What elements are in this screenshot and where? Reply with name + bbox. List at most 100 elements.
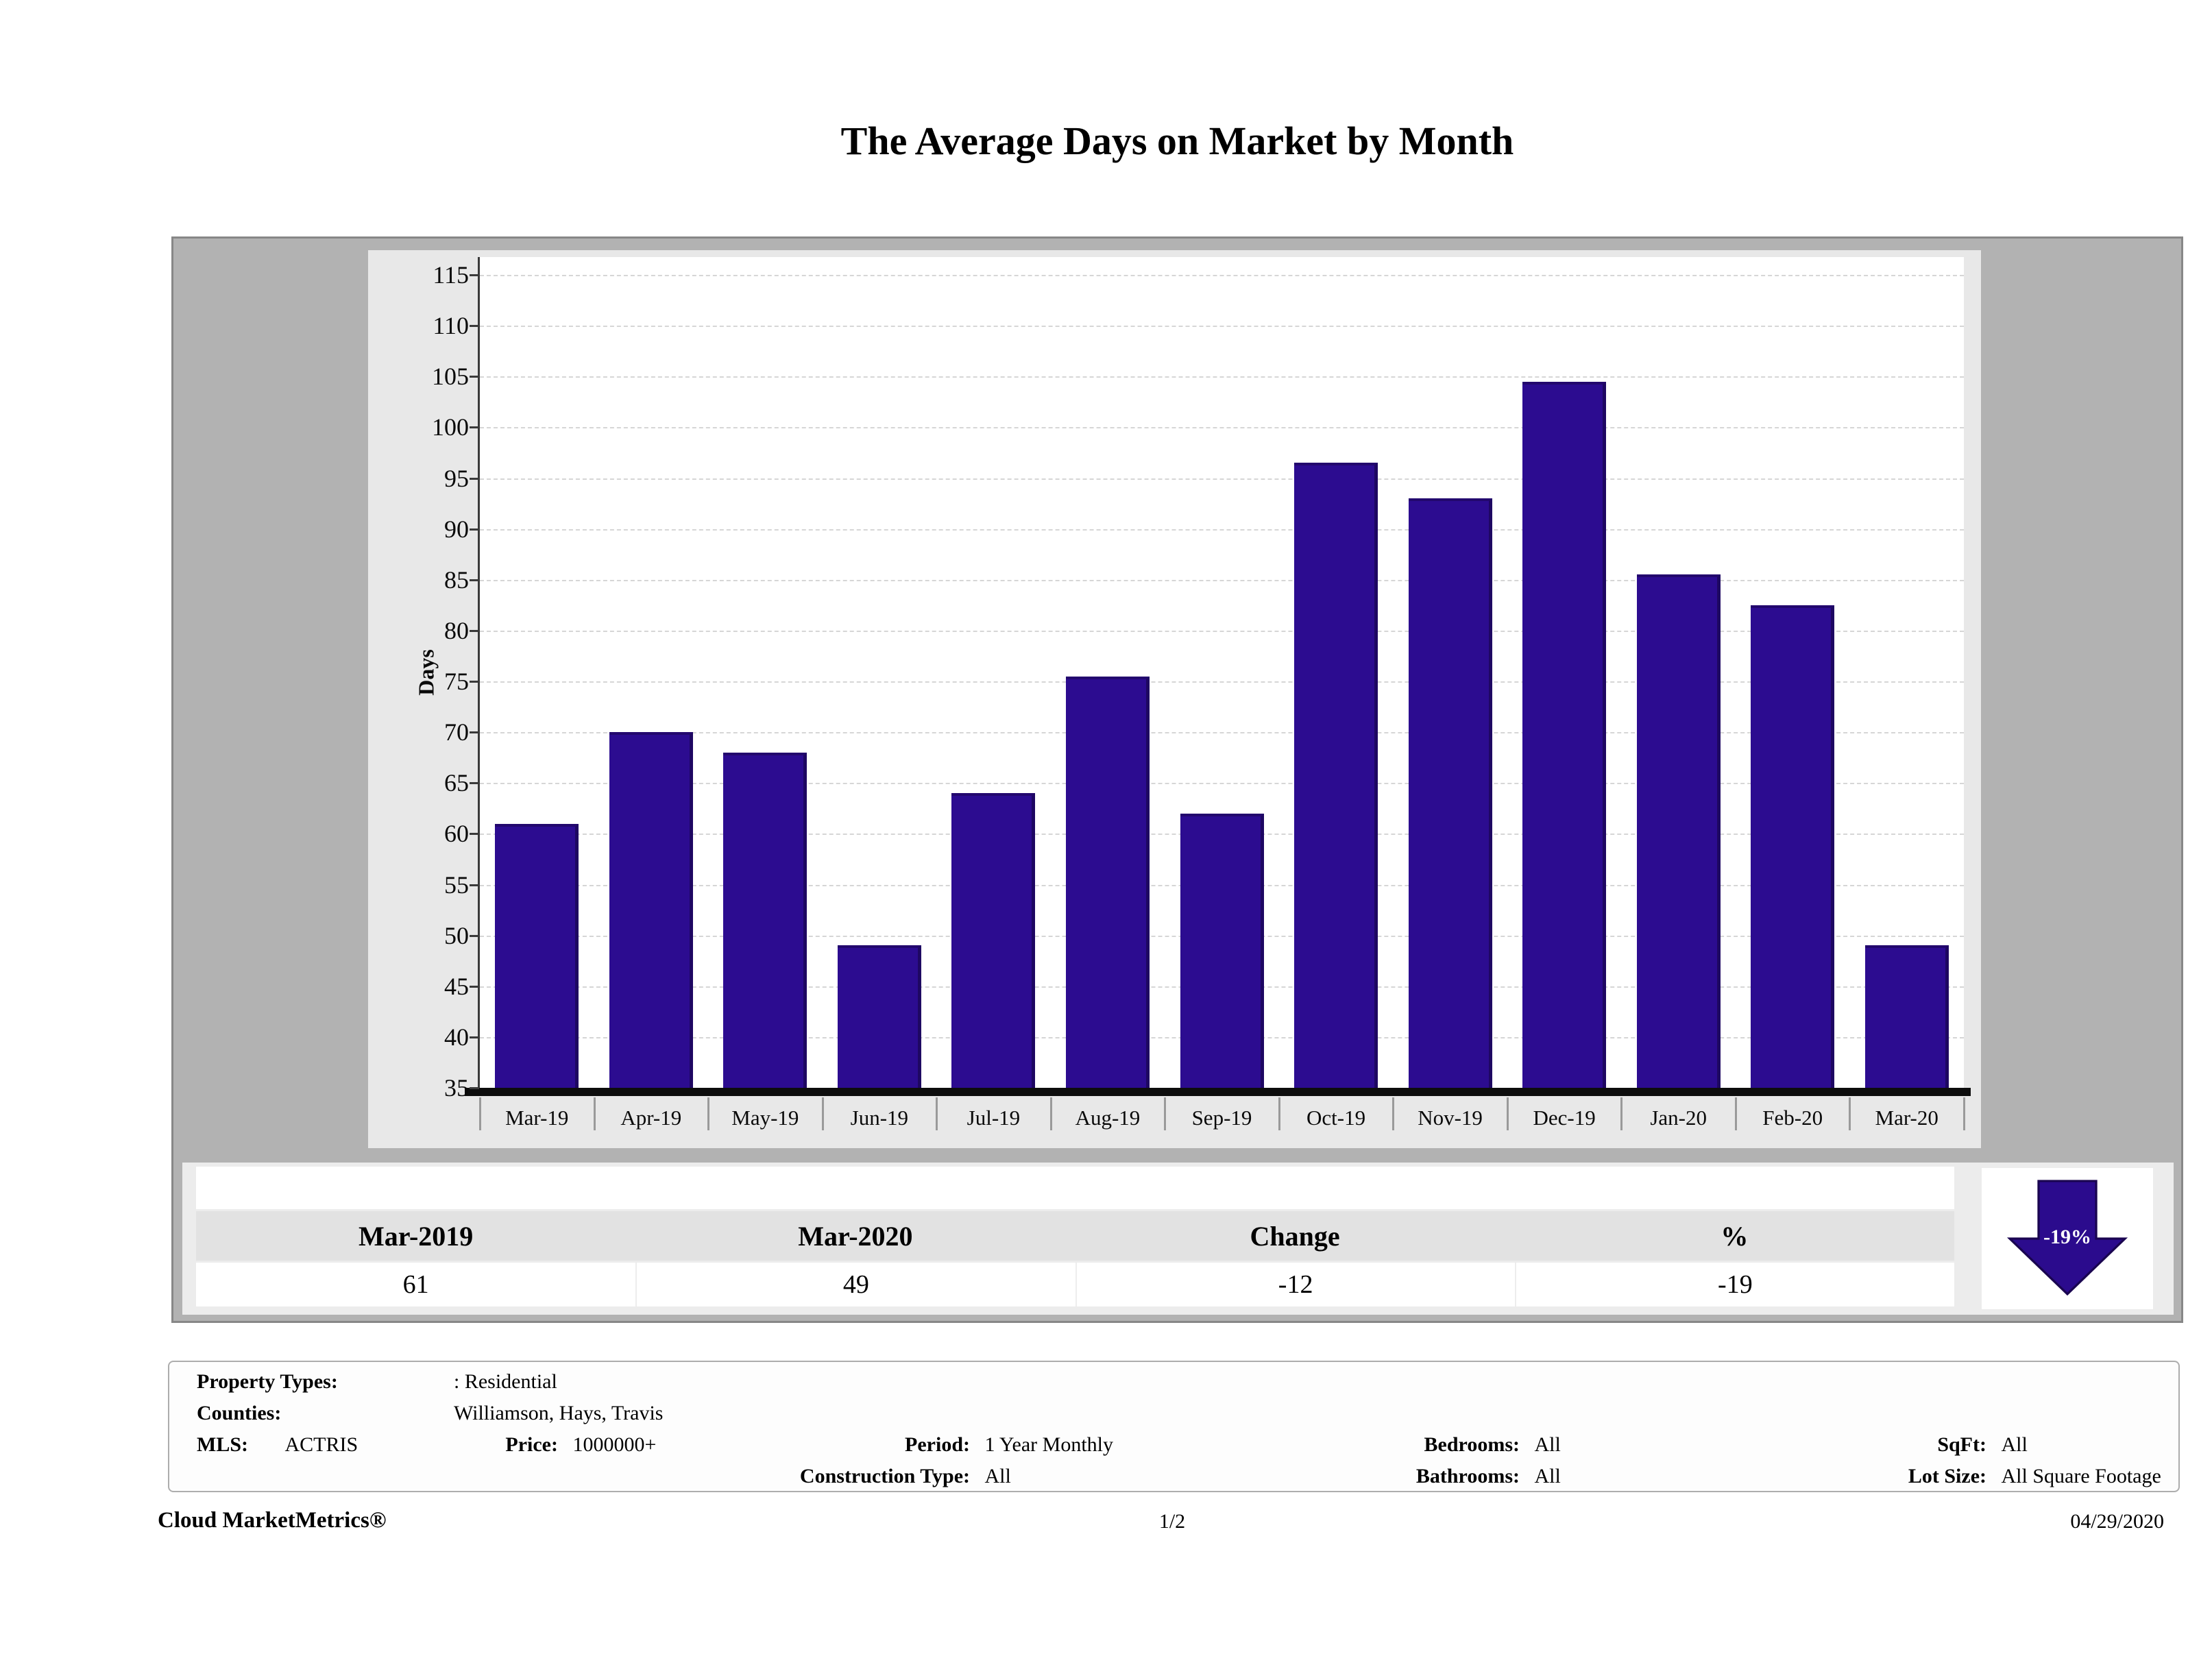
y-tick-label: 100 bbox=[432, 413, 469, 441]
filters-box: Property Types: : Residential Counties: … bbox=[168, 1361, 2180, 1492]
x-axis-label: May-19 bbox=[731, 1106, 799, 1130]
y-tick-label: 105 bbox=[432, 363, 469, 391]
gridline bbox=[480, 732, 1964, 734]
bar bbox=[1864, 945, 1949, 1088]
change-badge-label: -19% bbox=[2043, 1226, 2091, 1248]
x-axis-label: Nov-19 bbox=[1418, 1106, 1483, 1130]
bar bbox=[1751, 605, 1835, 1088]
y-tick-mark bbox=[470, 1087, 479, 1089]
y-tick-mark bbox=[470, 325, 479, 328]
bar bbox=[609, 732, 693, 1088]
summary-value-cell: 49 bbox=[635, 1263, 1075, 1306]
filter-mls: MLS: ACTRIS bbox=[197, 1433, 358, 1456]
bar bbox=[1180, 813, 1264, 1088]
y-tick-mark bbox=[470, 833, 479, 836]
summary-value-cell: -12 bbox=[1075, 1263, 1515, 1306]
summary-value-cell: 61 bbox=[402, 1270, 429, 1299]
bar bbox=[495, 823, 579, 1088]
filter-property-types-value: : Residential bbox=[454, 1370, 557, 1393]
x-axis-separator bbox=[707, 1097, 710, 1130]
y-tick-label: 85 bbox=[444, 566, 469, 594]
footer-date: 04/29/2020 bbox=[2070, 1510, 2164, 1533]
bar bbox=[951, 793, 1036, 1088]
gridline bbox=[480, 681, 1964, 683]
y-tick-label: 45 bbox=[444, 972, 469, 1000]
x-axis-separator bbox=[593, 1097, 596, 1130]
chart-panel: Days 35 40 45 50 55 60 65 70 75 80 85 90 95 100 105 110… bbox=[368, 250, 1981, 1148]
footer-page-number: 1/2 bbox=[1158, 1510, 1186, 1533]
bar bbox=[1294, 463, 1378, 1088]
x-axis-label: Jun-19 bbox=[850, 1106, 909, 1130]
y-tick-mark bbox=[470, 985, 479, 988]
y-tick-mark bbox=[470, 477, 479, 480]
bar bbox=[1408, 498, 1492, 1088]
y-tick-mark bbox=[470, 579, 479, 581]
filter-property-types: Property Types: bbox=[197, 1370, 338, 1394]
bar bbox=[1636, 574, 1721, 1088]
plot-area bbox=[478, 257, 1964, 1097]
filter-period: Period: 1 Year Monthly bbox=[905, 1433, 1114, 1456]
summary-value-cell: -19 bbox=[1514, 1263, 1954, 1306]
gridline bbox=[480, 579, 1964, 581]
y-tick-label: 55 bbox=[444, 871, 469, 899]
gridline bbox=[480, 478, 1964, 480]
filter-counties: Counties: bbox=[197, 1402, 282, 1424]
summary-header-row: Mar-2019 Mar-2020 Change% bbox=[196, 1211, 1954, 1261]
y-tick-label: 40 bbox=[444, 1023, 469, 1051]
y-tick-mark bbox=[470, 884, 479, 886]
gridline bbox=[480, 528, 1964, 531]
summary-header-cell: Change bbox=[1250, 1220, 1340, 1252]
bar bbox=[1065, 676, 1150, 1088]
down-arrow-icon bbox=[2006, 1180, 2128, 1296]
x-axis-separator bbox=[1392, 1097, 1395, 1130]
y-tick-label: 90 bbox=[444, 515, 469, 543]
y-tick-mark bbox=[470, 1036, 479, 1038]
x-axis-label: Aug-19 bbox=[1075, 1106, 1141, 1130]
x-axis-baseline bbox=[465, 1088, 1971, 1096]
filter-bathrooms: Bathrooms: All bbox=[1415, 1465, 1561, 1487]
x-axis-label: Jul-19 bbox=[967, 1106, 1021, 1130]
y-tick-label: 110 bbox=[433, 312, 469, 340]
y-tick-mark bbox=[470, 528, 479, 531]
y-tick-label: 35 bbox=[444, 1074, 469, 1102]
x-axis-label: Feb-20 bbox=[1762, 1106, 1823, 1130]
x-axis-label: Jan-20 bbox=[1650, 1106, 1707, 1130]
gridline bbox=[480, 326, 1964, 328]
x-axis-separator bbox=[1049, 1097, 1052, 1130]
gridline bbox=[480, 427, 1964, 429]
x-axis-separator bbox=[1620, 1097, 1623, 1130]
y-tick-label: 115 bbox=[433, 261, 469, 289]
summary-panel: Mar-2019 Mar-2020 Change% 61 49 -12 -19 -19% bbox=[182, 1163, 2174, 1315]
x-axis-separator bbox=[1963, 1097, 1965, 1130]
x-axis-separator bbox=[1734, 1097, 1737, 1130]
x-axis-separator bbox=[1849, 1097, 1851, 1130]
x-axis-label: Mar-20 bbox=[1875, 1106, 1938, 1130]
change-badge: -19% bbox=[1982, 1168, 2153, 1309]
x-axis-separator bbox=[821, 1097, 824, 1130]
summary-header-cell: % bbox=[1721, 1220, 1749, 1252]
summary-header-cell: Mar-2019 bbox=[358, 1220, 474, 1252]
y-tick-label: 50 bbox=[444, 921, 469, 949]
filter-construction-type: Construction Type: All bbox=[799, 1465, 1011, 1487]
bar bbox=[1522, 381, 1607, 1088]
filter-sqft: SqFt: All bbox=[1937, 1433, 2028, 1456]
x-axis-label: Sep-19 bbox=[1191, 1106, 1252, 1130]
y-tick-label: 70 bbox=[444, 718, 469, 746]
y-tick-label: 95 bbox=[444, 464, 469, 492]
gridline bbox=[480, 783, 1964, 785]
y-tick-mark bbox=[470, 426, 479, 429]
gridline bbox=[480, 275, 1964, 276]
y-tick-mark bbox=[470, 376, 479, 378]
y-tick-mark bbox=[470, 629, 479, 632]
x-axis-label: Oct-19 bbox=[1306, 1106, 1366, 1130]
x-axis-separator bbox=[479, 1097, 481, 1130]
filter-counties-value: Williamson, Hays, Travis bbox=[454, 1402, 664, 1424]
bar bbox=[837, 945, 921, 1088]
summary-row-blank bbox=[196, 1167, 1954, 1209]
chart-container: Days 35 40 45 50 55 60 65 70 75 80 85 90 95 100 105 110… bbox=[171, 236, 2183, 1323]
y-tick-mark bbox=[470, 782, 479, 785]
summary-value-row: 61 49 -12 -19 bbox=[196, 1263, 1954, 1306]
footer-brand: Cloud MarketMetrics® bbox=[158, 1508, 387, 1533]
y-tick-mark bbox=[470, 274, 479, 276]
